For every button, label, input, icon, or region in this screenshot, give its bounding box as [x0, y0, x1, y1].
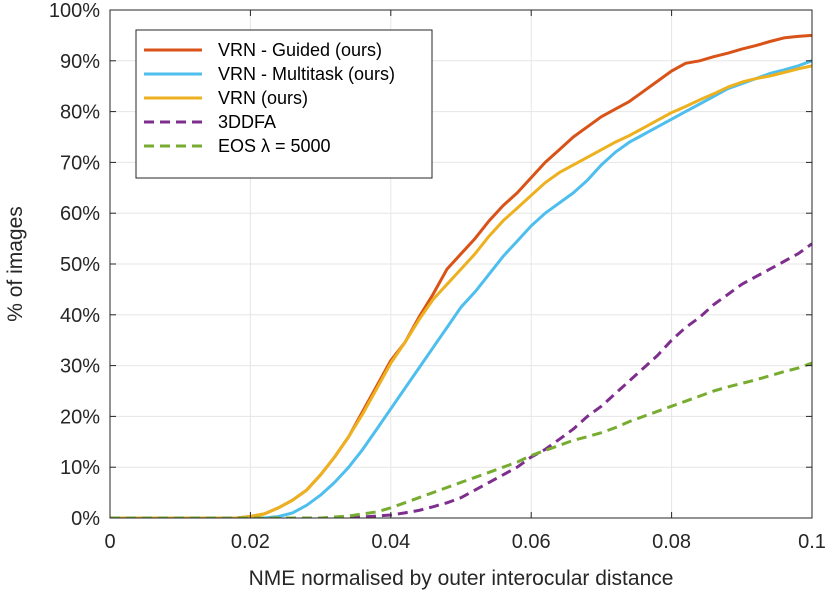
ticks: 0 0.02 0.04 0.06 0.08 0.1 0% 10% 20% 30% 40% 50% 60%…: [49, 0, 826, 553]
legend: VRN - Guided (ours) VRN - Multitask (ours…: [135, 29, 433, 179]
x-tick-label: 0.08: [652, 531, 691, 553]
y-axis-title: % of images: [4, 206, 27, 322]
series-line-3: [110, 64, 812, 518]
y-tick-label: 0%: [71, 508, 100, 530]
legend-box: [135, 29, 433, 179]
y-tick-label: 90%: [60, 51, 100, 73]
series-line-4: [110, 242, 812, 518]
y-tick-label: 70%: [60, 152, 100, 174]
legend-label: VRN - Multitask (ours): [218, 64, 395, 84]
series-group: [110, 33, 812, 518]
series-line-2: [110, 59, 812, 518]
legend-label: EOS λ = 5000: [218, 136, 331, 156]
y-tick-label: 10%: [60, 457, 100, 479]
y-tick-label: 30%: [60, 356, 100, 378]
x-tick-label: 0.02: [231, 531, 270, 553]
x-axis-title: NME normalised by outer interocular dist…: [249, 567, 674, 590]
x-tick-label: 0: [104, 531, 115, 553]
legend-label: VRN (ours): [218, 88, 308, 108]
y-tick-label: 80%: [60, 102, 100, 124]
series-line-5: [110, 361, 812, 518]
x-tick-label: 0.06: [512, 531, 551, 553]
legend-label: VRN - Guided (ours): [218, 40, 382, 60]
legend-label: 3DDFA: [218, 112, 276, 132]
x-tick-label: 0.04: [371, 531, 410, 553]
y-tick-label: 20%: [60, 406, 100, 428]
y-tick-label: 100%: [49, 0, 100, 22]
y-tick-label: 50%: [60, 254, 100, 276]
y-tick-label: 60%: [60, 203, 100, 225]
x-tick-label: 0.1: [798, 531, 826, 553]
y-tick-label: 40%: [60, 305, 100, 327]
